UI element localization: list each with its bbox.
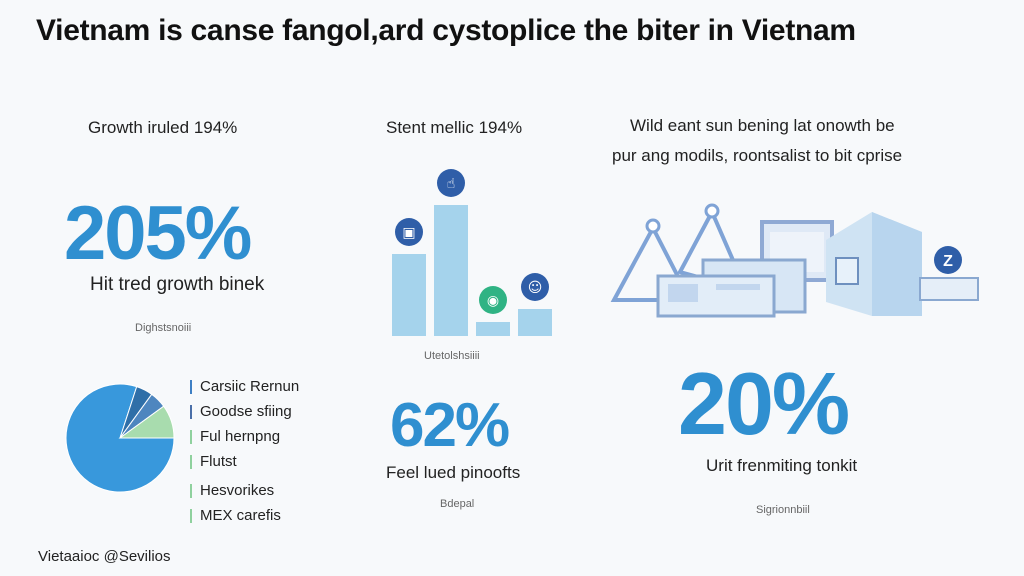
right-heading-line1: Wild eant sun bening lat onowth be (630, 116, 895, 135)
right-big-value: 20% (678, 354, 850, 453)
legend-swatch (190, 454, 192, 469)
middle-note-top: Utetolshsiiii (424, 350, 480, 362)
middle-heading: Stent mellic 194% (386, 118, 523, 137)
pie-legend: Carsiic Rernun Goodse sfiing Ful hernpng… (190, 374, 350, 528)
bar (434, 205, 468, 336)
money-icon (479, 286, 507, 314)
page-title: Vietnam is canse fangol,ard cystoplice t… (36, 14, 856, 47)
legend-label: Goodse sfiing (200, 403, 292, 420)
legend-item: Hesvorikes (190, 478, 350, 503)
legend-item: Carsiic Rernun (190, 374, 350, 399)
badge-letter: Z (943, 253, 953, 270)
bar-icon-glyph: ▣ (402, 225, 415, 241)
bar-icon-glyph: ☺ (528, 280, 543, 296)
legend-swatch (190, 379, 192, 394)
middle-note-bottom: Bdepal (440, 498, 475, 510)
legend-item: Flutst (190, 449, 350, 474)
middle-caption: Feel lued pinoofts (386, 463, 521, 482)
cube-side (872, 212, 922, 316)
right-caption: Urit frenmiting tonkit (706, 456, 858, 475)
legend-label: Flutst (200, 453, 237, 470)
left-big-value: 205% (64, 191, 252, 276)
right-heading-line2: pur ang modils, roontsalist to bit cpris… (612, 146, 903, 165)
bar (392, 254, 426, 336)
small-box (919, 277, 979, 301)
middle-big-value: 62% (390, 391, 510, 460)
cube-window (835, 257, 859, 285)
person-icon (521, 273, 549, 301)
right-note: Sigrionnbiil (756, 504, 810, 516)
legend-label: Hesvorikes (200, 482, 275, 499)
left-note: Dighstsnoiii (135, 322, 192, 334)
legend-label: MEX carefis (200, 507, 281, 524)
badge-z-icon (934, 246, 962, 274)
footer-credit: Vietaaioc @Sevilios (38, 548, 171, 565)
triangle-node (645, 218, 661, 234)
thumbs-up-icon (437, 169, 465, 197)
pie-slice (118, 405, 175, 439)
legend-swatch (190, 483, 192, 498)
briefcase-icon (395, 218, 423, 246)
legend-label: Ful hernpng (200, 428, 281, 445)
legend-item: Goodse sfiing (190, 399, 350, 424)
bar (518, 309, 552, 336)
bar-icon-glyph: ☝ (447, 176, 456, 192)
legend-item: MEX carefis (190, 503, 350, 528)
left-caption: Hit tred growth binek (90, 274, 265, 295)
bar-icon-glyph: ◉ (487, 293, 499, 309)
legend-swatch (190, 429, 192, 444)
legend-swatch (190, 404, 192, 419)
legend-item: Ful hernpng (190, 424, 350, 449)
left-heading: Growth iruled 194% (88, 118, 238, 137)
legend-swatch (190, 508, 192, 523)
triangle-node (704, 203, 720, 219)
panel-line (716, 284, 760, 290)
bar (476, 322, 510, 336)
legend-label: Carsiic Rernun (200, 378, 300, 395)
triangle-shape (610, 223, 694, 302)
panel-inner (668, 284, 698, 302)
